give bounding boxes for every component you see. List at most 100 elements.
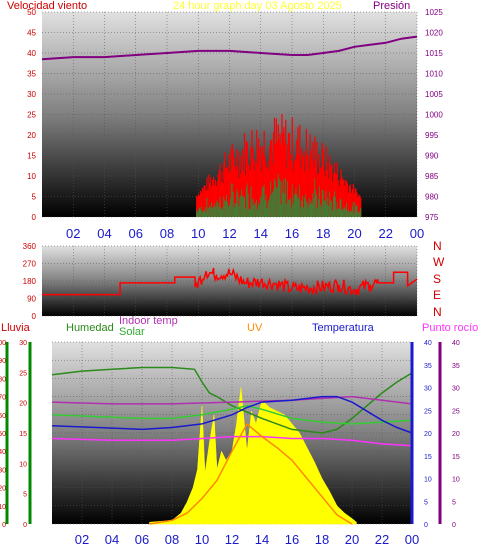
rain-tick-label: 10 <box>0 504 6 511</box>
pressure-tick-label: 975 <box>425 213 439 222</box>
rain-tick-label: 70 <box>0 395 6 402</box>
x-tick-label: 20 <box>345 532 359 547</box>
legend-uv: UV <box>247 322 263 334</box>
pressure-line <box>41 35 418 61</box>
pressure-tick-label: 1005 <box>425 90 443 99</box>
wind-speed-tick-label: 40 <box>27 49 36 58</box>
compass-s: S <box>433 272 441 286</box>
x-tick-label: 08 <box>160 226 174 241</box>
temp-tick-label-blue: 25 <box>424 408 432 415</box>
temp-tick-label-purple: 40 <box>452 340 460 347</box>
x-tick-label: 18 <box>316 226 330 241</box>
temp-tick-label-blue: 15 <box>424 454 432 461</box>
wind-direction-tick-label: 90 <box>27 295 36 304</box>
wind-speed-tick-label: 50 <box>27 8 36 17</box>
wind-pressure-grid <box>42 11 418 218</box>
wind-speed-label: Velocidad viento <box>7 0 87 12</box>
x-tick-label: 10 <box>195 532 209 547</box>
pressure-tick-label: 1000 <box>425 111 443 120</box>
x-tick-label: 22 <box>375 532 389 547</box>
pressure-tick-label: 1020 <box>425 29 443 38</box>
wind-speed-tick-label: 45 <box>27 29 36 38</box>
rain-tick-label: 60 <box>0 413 6 420</box>
wind-speed-tick-label: 25 <box>27 111 36 120</box>
temp-tick-label-purple: 35 <box>452 363 460 370</box>
x-tick-label: 08 <box>165 532 179 547</box>
legend: Lluvia Humedad Indoor temp Solar UV Temp… <box>1 315 478 338</box>
wind-speed-tick-label: 5 <box>32 193 37 202</box>
pressure-label: Presión <box>373 0 410 12</box>
pressure-tick-label: 980 <box>425 193 439 202</box>
temp-tick-label-purple: 10 <box>452 477 460 484</box>
wind-direction-tick-label: 0 <box>32 312 37 321</box>
wind-direction-tick-label: 270 <box>23 260 37 269</box>
pressure-tick-label: 985 <box>425 172 439 181</box>
legend-solar: Solar <box>119 326 145 338</box>
compass-n-top: N <box>433 239 442 253</box>
x-tick-label: 12 <box>222 226 236 241</box>
temperatura-line <box>51 395 413 434</box>
wind-speed-tick-label: 35 <box>27 70 36 79</box>
wind-pressure-x-axis: 02 04 06 08 10 12 14 16 18 20 22 00 <box>66 226 424 241</box>
wind-direction-grid <box>42 245 418 317</box>
legend-temperature: Temperatura <box>312 322 375 334</box>
temp-tick-label-blue: 30 <box>424 386 432 393</box>
temp-tick-label-blue: 10 <box>424 477 432 484</box>
wind-speed-bars <box>196 113 362 217</box>
uv-line <box>149 422 353 525</box>
legend-rain: Lluvia <box>1 322 31 334</box>
rain-tick-label: 40 <box>0 449 6 456</box>
wind-speed-tick-label: 15 <box>27 152 36 161</box>
legend-dew-point: Punto rocío <box>422 322 478 334</box>
legend-indoor-temp: Indoor temp <box>119 315 178 327</box>
rain-axis: 0 10 20 30 40 50 60 70 80 90 100 <box>0 340 6 529</box>
temp-tick-label-purple: 30 <box>452 386 460 393</box>
humidity-tick-label: 20 <box>19 401 27 408</box>
multi-sensor-x-axis: 02 04 06 08 10 12 14 16 18 20 22 00 <box>75 532 419 547</box>
wind-speed-tick-label: 10 <box>27 172 36 181</box>
temp-tick-label-blue: 35 <box>424 363 432 370</box>
solar-green-line <box>51 404 413 425</box>
pressure-tick-label: 995 <box>425 131 439 140</box>
multi-sensor-series <box>51 366 413 525</box>
x-tick-label: 06 <box>135 532 149 547</box>
x-tick-label: 10 <box>191 226 205 241</box>
pressure-axis: 975 980 985 990 995 1000 1005 1010 1015 1020 1025 <box>425 8 443 222</box>
rain-tick-label: 20 <box>0 486 6 493</box>
wind-direction-tick-label: 360 <box>23 242 37 251</box>
wind-speed-tick-label: 30 <box>27 90 36 99</box>
wind-speed-tick-label: 20 <box>27 131 36 140</box>
wind-direction-line <box>42 267 418 297</box>
humidity-tick-label: 25 <box>19 370 27 377</box>
compass-w: W <box>433 255 445 269</box>
x-tick-label: 06 <box>129 226 143 241</box>
temp-tick-label-purple: 0 <box>452 522 456 529</box>
legend-humidity: Humedad <box>66 322 114 334</box>
rain-tick-label: 50 <box>0 431 6 438</box>
temp-tick-label-blue: 5 <box>424 499 428 506</box>
x-tick-label: 22 <box>379 226 393 241</box>
temp-tick-label-blue: 0 <box>424 522 428 529</box>
rain-tick-label: 100 <box>0 340 6 347</box>
compass-e: E <box>433 288 441 302</box>
humidity-tick-label: 5 <box>23 492 27 499</box>
temperature-axis: 0 0 5 5 10 10 15 15 20 20 25 25 30 30 35 35 40 40 <box>424 340 460 529</box>
humidity-tick-label: 0 <box>23 522 27 529</box>
pressure-tick-label: 1010 <box>425 70 443 79</box>
x-tick-label: 18 <box>315 532 329 547</box>
temp-tick-label-purple: 15 <box>452 454 460 461</box>
temp-tick-label-blue: 20 <box>424 431 432 438</box>
x-tick-label: 00 <box>405 532 419 547</box>
pressure-tick-label: 990 <box>425 152 439 161</box>
x-tick-label: 16 <box>285 226 299 241</box>
temp-tick-label-blue: 40 <box>424 340 432 347</box>
humidity-tick-label: 15 <box>19 431 27 438</box>
pressure-tick-label: 1025 <box>425 8 443 17</box>
x-tick-label: 12 <box>225 532 239 547</box>
rain-tick-label: 80 <box>0 376 6 383</box>
rain-tick-label: 0 <box>2 522 6 529</box>
rain-tick-label: 90 <box>0 358 6 365</box>
compass-n-bottom: N <box>433 305 442 319</box>
wind-direction-axis: 0 90 180 270 360 <box>23 242 37 321</box>
